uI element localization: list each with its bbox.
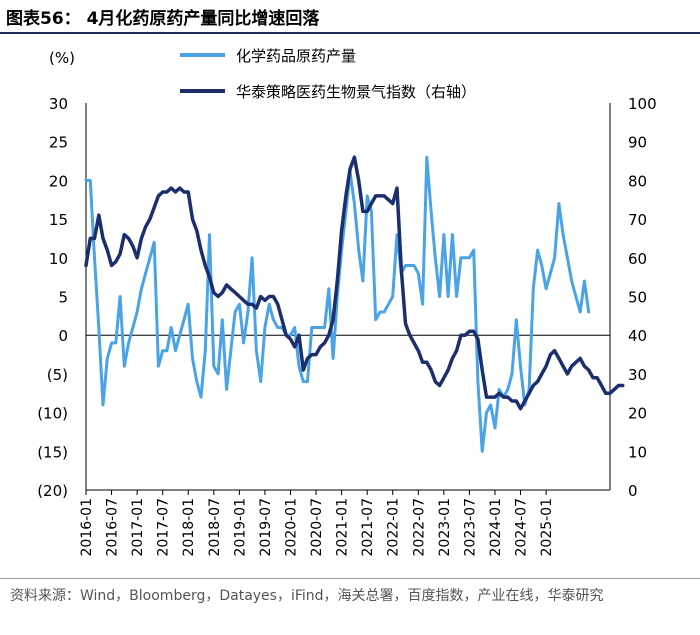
x-tick-label: 2017-07 [156, 498, 172, 557]
x-tick-label: 2021-07 [360, 498, 376, 557]
title-rule [0, 32, 700, 34]
left-tick-label: 20 [49, 172, 68, 190]
right-tick-label: 90 [628, 134, 647, 152]
series-light-line [84, 155, 591, 453]
left-tick-label: 5 [58, 289, 68, 307]
series-dark-group [84, 155, 625, 411]
x-tick-label: 2020-07 [309, 498, 325, 557]
figure-title: 图表56： 4月化药原药产量同比增速回落 [6, 9, 320, 29]
x-tick-label: 2020-01 [283, 498, 299, 557]
left-tick-label: (10) [37, 405, 68, 423]
left-tick-label: 0 [58, 327, 68, 345]
right-tick-label: 10 [628, 443, 647, 461]
series-light-group [84, 155, 591, 453]
right-tick-label: 60 [628, 250, 647, 268]
x-tick-label: 2023-07 [462, 498, 478, 557]
left-tick-label: (15) [37, 443, 68, 461]
left-tick-label: 30 [49, 95, 68, 113]
x-tick-label: 2022-01 [386, 498, 402, 557]
right-tick-label: 80 [628, 172, 647, 190]
series-dark-line [84, 155, 625, 411]
left-tick-label: (20) [37, 482, 68, 500]
left-axis-unit: (%) [49, 49, 75, 67]
right-tick-label: 50 [628, 289, 647, 307]
chart-canvas: (%) 化学药品原药产量 华泰策略医药生物景气指数（右轴） 30 25 20 15 10… [37, 47, 656, 557]
x-tick-label: 2025-01 [539, 498, 555, 557]
left-tick-label: 25 [49, 134, 68, 152]
x-tick-label: 2018-07 [207, 498, 223, 557]
left-tick-label: 15 [49, 211, 68, 229]
source-rule [0, 578, 700, 579]
legend: 化学药品原药产量 华泰策略医药生物景气指数（右轴） [180, 47, 476, 101]
x-tick-label: 2018-01 [181, 498, 197, 557]
x-tick-label: 2016-07 [105, 498, 121, 557]
x-tick-label: 2021-01 [335, 498, 351, 557]
source-note: 资料来源：Wind，Bloomberg，Datayes，iFind，海关总署，百… [10, 588, 604, 604]
left-tick-label: 10 [49, 250, 68, 268]
x-tick-label: 2016-01 [79, 498, 95, 557]
legend-label-dark: 华泰策略医药生物景气指数（右轴） [236, 83, 476, 101]
x-tick-label: 2023-01 [437, 498, 453, 557]
axes-group: 302520151050(5)(10)(15)(20)1009080706050… [37, 95, 656, 557]
right-tick-label: 70 [628, 211, 647, 229]
x-tick-label: 2024-07 [514, 498, 530, 557]
right-tick-label: 100 [628, 95, 657, 113]
x-tick-label: 2019-07 [258, 498, 274, 557]
x-tick-label: 2024-01 [488, 498, 504, 557]
legend-label-light: 化学药品原药产量 [236, 47, 356, 65]
right-tick-label: 30 [628, 366, 647, 384]
right-tick-label: 0 [628, 482, 638, 500]
x-tick-label: 2022-07 [411, 498, 427, 557]
x-tick-label: 2019-01 [232, 498, 248, 557]
left-tick-label: (5) [47, 366, 68, 384]
x-tick-label: 2017-01 [130, 498, 146, 557]
right-tick-label: 20 [628, 405, 647, 423]
right-tick-label: 40 [628, 327, 647, 345]
